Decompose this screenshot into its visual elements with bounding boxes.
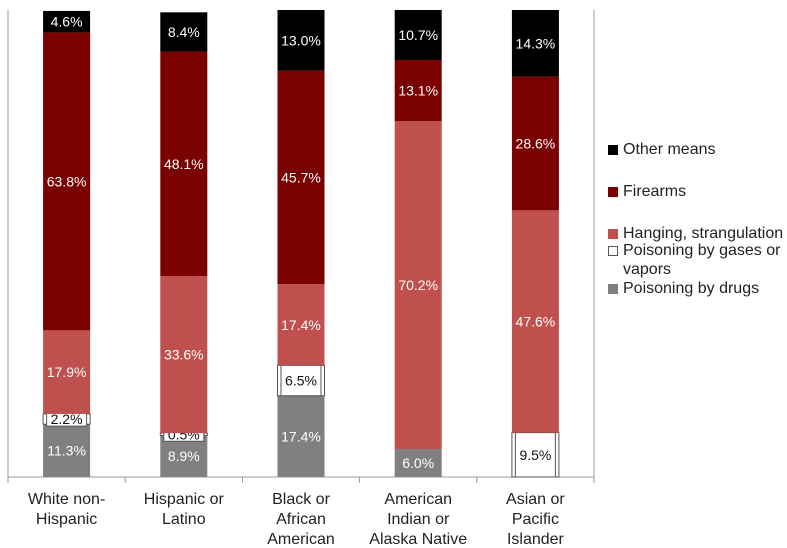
legend-swatch [608,187,618,197]
bar-segment [277,395,325,477]
bar-segment [511,10,559,77]
data-label: 45.7% [281,169,321,185]
x-tick-label: Latino [162,511,206,528]
data-label: 2.2% [51,411,83,427]
x-tick-label: African [276,511,326,528]
data-label: 13.1% [398,83,438,99]
data-label: 4.6% [51,14,83,30]
bar-segment [394,59,442,122]
bar-segment [43,330,91,414]
legend-item: Hanging, strangulation [608,224,786,243]
bar-segment [43,10,91,33]
legend-swatch [608,229,618,239]
data-label: 63.8% [47,173,87,189]
legend-item: Poisoning by drugs [608,279,786,298]
x-tick-label: White non- [28,491,105,508]
data-label: 8.4% [168,24,200,40]
x-tick-label: Islander [507,531,565,548]
x-tick-label: Indian or [387,511,450,528]
legend-label: Poisoning by gases or vapors [623,242,781,278]
stacked-bar-chart: 11.3% 2.2% 17.9% 63.8% 4.6% White non- Hispani… [7,10,595,548]
data-label: 17.9% [47,364,87,380]
legend-item: Poisoning by gases or vapors [608,241,786,279]
data-label: 17.4% [281,317,321,333]
x-tick-label: Pacific [512,511,559,528]
bar-segment [160,12,208,52]
x-tick-label: American [267,531,335,548]
bar-segment [277,70,325,285]
data-label: 6.5% [285,373,317,389]
data-label: 9.5% [519,447,551,463]
legend-label: Other means [623,141,716,158]
bar-segment [511,76,559,211]
legend-swatch [608,145,618,155]
data-label-box [280,364,322,397]
data-label: 14.3% [516,35,556,51]
legend-item: Other means [608,140,786,159]
x-tick-label: Black or [272,491,330,508]
bar-segment [277,10,325,71]
bar-segment [160,51,208,277]
x-tick-label: American [384,491,452,508]
bar-segment [277,284,325,366]
data-label: 48.1% [164,156,204,172]
chart-legend: Other means Firearms Hanging, strangulatio… [608,140,786,302]
data-label: 6.0% [402,455,434,471]
data-label: 13.0% [281,32,321,48]
legend-label: Firearms [623,183,687,200]
bar-segment [394,121,442,449]
x-tick-label: Hispanic or [144,491,225,508]
data-label: 10.7% [398,27,438,43]
data-label: 28.6% [516,136,556,152]
legend-swatch [608,284,618,294]
x-tick-label: Alaska Native [369,531,467,548]
data-label: 8.9% [168,448,200,464]
x-tick-label: Hispanic [36,511,97,528]
data-label: 47.6% [516,313,556,329]
legend-item: Firearms [608,182,786,201]
data-label-box [514,432,556,478]
x-tick-label: Asian or [506,491,565,508]
data-label: 11.3% [47,443,86,459]
bar-segment [160,276,208,434]
data-label: 33.6% [164,347,204,363]
bar-segment [394,448,442,477]
legend-label: Hanging, strangulation [623,225,784,242]
bar-segment [394,10,442,60]
bar-segment [43,424,91,477]
legend-label: Poisoning by drugs [623,280,760,297]
data-label: 70.2% [398,277,438,293]
bar-segment [511,210,559,433]
bar-segment [43,32,91,331]
bar-segment [160,435,208,477]
data-label: 17.4% [281,428,321,444]
legend-swatch [608,246,618,256]
